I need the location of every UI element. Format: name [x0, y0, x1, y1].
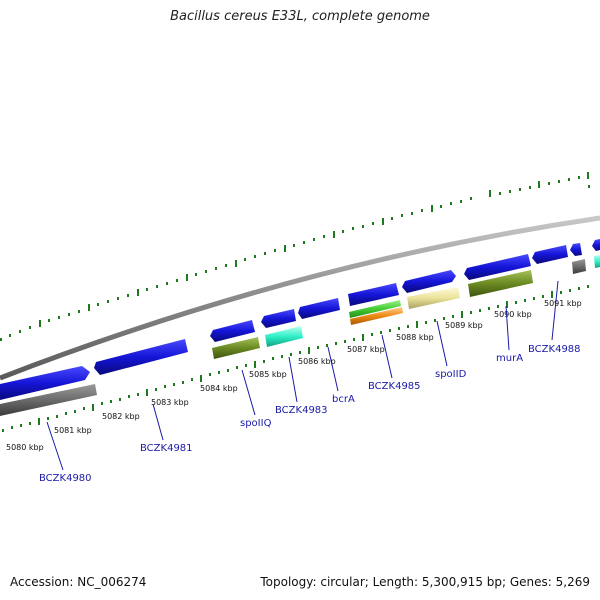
- cds-arrow[interactable]: [402, 270, 456, 293]
- kbp-label: 5083 kbp: [151, 398, 189, 407]
- cds-arrow[interactable]: [464, 254, 531, 280]
- kbp-label: 5088 kbp: [396, 333, 434, 342]
- reverse-strand-features: [0, 255, 600, 416]
- gene-label[interactable]: BCZK4988: [528, 344, 581, 355]
- gene-label[interactable]: murA: [496, 353, 523, 364]
- gene-labels: BCZK4980 BCZK4981 spoIIQ BCZK4983 bcrA B…: [39, 344, 581, 484]
- cds-arrow[interactable]: [210, 320, 255, 342]
- cds-arrow[interactable]: [0, 366, 90, 400]
- kbp-label: 5091 kbp: [544, 299, 582, 308]
- feature-bar[interactable]: [265, 326, 303, 347]
- position-labels: 5080 kbp 5081 kbp 5082 kbp 5083 kbp 5084…: [6, 299, 582, 452]
- outer-tick-majors: [39, 172, 589, 327]
- cds-arrow[interactable]: [298, 298, 340, 319]
- gene-label[interactable]: spoIIQ: [240, 418, 272, 429]
- accession-text: Accession: NC_006274: [10, 575, 147, 589]
- inner-tick-dots: [2, 285, 589, 432]
- cds-arrow[interactable]: [94, 339, 188, 375]
- kbp-label: 5082 kbp: [102, 412, 140, 421]
- feature-bar[interactable]: [572, 259, 586, 274]
- feature-bar[interactable]: [407, 287, 460, 309]
- gene-label[interactable]: BCZK4985: [368, 381, 421, 392]
- inner-tick-majors: [38, 291, 553, 425]
- outer-tick-ring: [0, 172, 590, 341]
- kbp-label: 5084 kbp: [200, 384, 238, 393]
- feature-bar[interactable]: [350, 307, 403, 325]
- feature-bar[interactable]: [349, 300, 401, 318]
- kbp-label: 5087 kbp: [347, 345, 385, 354]
- gene-label[interactable]: bcrA: [332, 394, 355, 405]
- gene-label[interactable]: BCZK4983: [275, 405, 328, 416]
- cds-arrow[interactable]: [570, 243, 582, 256]
- outer-tick-dots: [0, 176, 590, 341]
- kbp-label: 5090 kbp: [494, 310, 532, 319]
- forward-strand-genes: [0, 239, 600, 400]
- kbp-label: 5080 kbp: [6, 443, 44, 452]
- cds-arrow[interactable]: [348, 283, 399, 306]
- cds-arrow[interactable]: [592, 239, 600, 251]
- genome-backbone: [0, 215, 600, 381]
- feature-bar[interactable]: [212, 337, 260, 359]
- kbp-label: 5081 kbp: [54, 426, 92, 435]
- gene-label[interactable]: BCZK4980: [39, 473, 92, 484]
- feature-bar[interactable]: [468, 270, 533, 297]
- cds-arrow[interactable]: [532, 245, 568, 264]
- kbp-label: 5085 kbp: [249, 370, 287, 379]
- map-title: Bacillus cereus E33L, complete genome: [170, 9, 430, 24]
- gene-label[interactable]: spoIID: [435, 369, 467, 380]
- feature-bar[interactable]: [594, 255, 600, 268]
- inner-tick-ring: [2, 285, 589, 432]
- kbp-label: 5086 kbp: [298, 357, 336, 366]
- cds-arrow[interactable]: [261, 309, 296, 328]
- gene-label[interactable]: BCZK4981: [140, 443, 193, 454]
- genome-summary-text: Topology: circular; Length: 5,300,915 bp…: [260, 575, 590, 589]
- feature-bar[interactable]: [0, 384, 97, 416]
- kbp-label: 5089 kbp: [445, 321, 483, 330]
- label-leaders: [46, 280, 559, 471]
